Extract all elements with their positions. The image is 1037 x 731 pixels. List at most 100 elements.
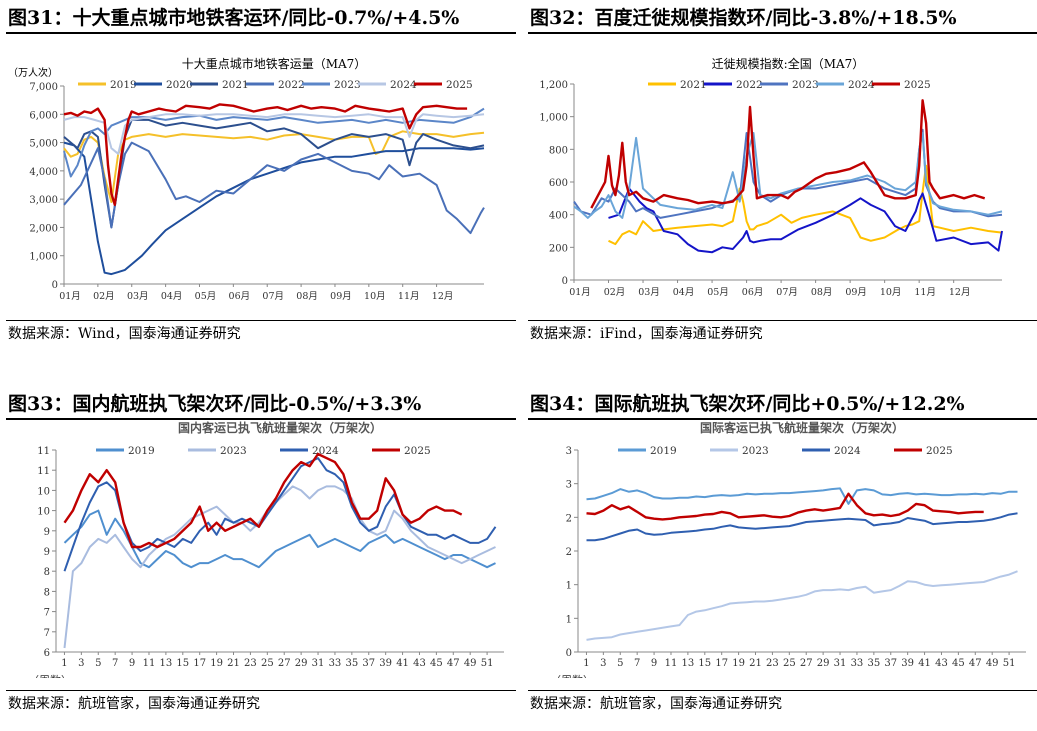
x-axis-label: （周数）	[28, 674, 72, 678]
x-tick-label: 02月	[604, 287, 626, 298]
x-tick-label: 13	[682, 658, 695, 669]
x-tick-label: 1	[583, 658, 589, 669]
y-tick-label: 400	[549, 211, 568, 222]
legend-label: 2021	[222, 79, 249, 91]
chart-metro-ridership: 十大重点城市地铁客运量（MA7） （万人次） 0 1,000 2,000 3,000 4,0…	[6, 34, 516, 312]
x-tick-label: 39	[901, 658, 914, 669]
x-tick-label: 23	[244, 658, 257, 669]
x-tick-label: 05月	[707, 287, 729, 298]
y-tick-label: 10	[37, 507, 50, 518]
x-tick-label: 7	[112, 658, 118, 669]
x-tick-label: 07月	[262, 291, 284, 302]
x-tick-label: 43	[413, 658, 426, 669]
x-tick-label: 33	[329, 658, 342, 669]
series-line-2025	[63, 452, 463, 549]
x-tick-label: 49	[464, 658, 477, 669]
panel-fig32: 图32：百度迁徙规模指数环/同比-3.8%/+18.5% 迁徙规模指数:全国（M…	[528, 4, 1037, 347]
x-tick-label: 37	[362, 658, 375, 669]
x-tick-label: 21	[749, 658, 762, 669]
x-tick-label: 12月	[432, 291, 454, 302]
series-line-2024	[586, 512, 1018, 542]
x-tick-label: 11	[143, 658, 156, 669]
x-tick-label: 10月	[364, 291, 386, 302]
x-tick-label: 03月	[127, 291, 149, 302]
x-tick-label: 47	[447, 658, 460, 669]
y-tick-label: 5,000	[29, 139, 58, 150]
data-source: 数据来源：航班管家，国泰海通证券研究	[6, 690, 516, 717]
y-tick-label: 11	[37, 446, 50, 457]
legend-label: 2025	[404, 445, 431, 457]
x-tick-label: 03月	[638, 287, 660, 298]
legend-label: 2023	[334, 79, 361, 91]
series-line-2022	[63, 141, 485, 235]
legend-label: 2024	[848, 79, 875, 91]
legend-label: 2020	[166, 79, 193, 91]
x-tick-label: 35	[867, 658, 880, 669]
series-line-2025	[590, 99, 986, 209]
y-tick-label: 3	[566, 446, 572, 457]
x-tick-label: 37	[884, 658, 897, 669]
legend-label: 2024	[390, 79, 417, 91]
figure-title: 图34：国际航班执飞架次环/同比+0.5%/+12.2%	[528, 390, 1037, 420]
y-tick-label: 7	[44, 608, 50, 619]
chart-domestic-flights: 国内客运已执飞航班量架次（万架次） 6 7 7 8 8 9 9 10 10 11 11 1 3 5 7 9 11 1…	[6, 420, 516, 678]
x-tick-label: 06月	[742, 287, 764, 298]
x-tick-label: 27	[800, 658, 813, 669]
x-tick-label: 02月	[93, 291, 115, 302]
y-tick-label: 7	[44, 628, 50, 639]
x-tick-label: 11	[665, 658, 678, 669]
x-tick-label: 11月	[914, 287, 936, 298]
panel-fig34: 图34：国际航班执飞架次环/同比+0.5%/+12.2% 国际客运已执飞航班量架…	[528, 390, 1037, 717]
y-tick-label: 200	[549, 243, 568, 254]
series-line-2019	[586, 487, 1018, 505]
x-tick-label: 29	[817, 658, 830, 669]
legend-label: 2023	[220, 445, 247, 457]
x-tick-label: 29	[295, 658, 308, 669]
y-tick-label: 1,000	[29, 252, 58, 263]
chart-title: 迁徙规模指数:全国（MA7）	[712, 56, 865, 71]
legend-label: 2023	[792, 79, 819, 91]
series-line-2025	[586, 492, 984, 521]
chart-svg: 十大重点城市地铁客运量（MA7） （万人次） 0 1,000 2,000 3,000 4,0…	[8, 56, 485, 302]
figure-title: 图32：百度迁徙规模指数环/同比-3.8%/+18.5%	[528, 4, 1037, 34]
x-tick-label: 21	[227, 658, 240, 669]
legend-label: 2022	[736, 79, 763, 91]
x-tick-label: 7	[634, 658, 640, 669]
x-tick-label: 08月	[296, 291, 318, 302]
y-tick-label: 1,200	[539, 80, 568, 91]
x-tick-label: 19	[732, 658, 745, 669]
x-tick-label: 41	[396, 658, 409, 669]
legend-label: 2024	[834, 445, 861, 457]
y-tick-label: 1,000	[539, 113, 568, 124]
x-tick-label: 04月	[161, 291, 183, 302]
data-source: 数据来源：iFind，国泰海通证券研究	[528, 320, 1037, 347]
x-tick-label: 5	[95, 658, 101, 669]
figure-title: 图31：十大重点城市地铁客运环/同比-0.7%/+4.5%	[6, 4, 516, 34]
x-tick-label: 01月	[59, 291, 81, 302]
x-tick-label: 15	[176, 658, 189, 669]
x-tick-label: 12月	[949, 287, 971, 298]
x-tick-label: 25	[261, 658, 274, 669]
x-tick-label: 51	[1003, 658, 1016, 669]
x-tick-label: 49	[986, 658, 999, 669]
series-line-2021	[608, 164, 1003, 246]
y-tick-label: 2	[566, 547, 572, 558]
x-tick-label: 11月	[398, 291, 420, 302]
legend-label: 2019	[128, 445, 155, 457]
data-source: 数据来源：Wind，国泰海通证券研究	[6, 320, 516, 347]
y-tick-label: 0	[52, 280, 58, 291]
x-tick-label: 51	[481, 658, 494, 669]
legend-label: 2021	[680, 79, 707, 91]
data-source: 数据来源：航班管家，国泰海通证券研究	[528, 690, 1037, 717]
x-tick-label: 13	[160, 658, 173, 669]
chart-svg: 迁徙规模指数:全国（MA7） 0 200 400 600 800 1,000 1,200 01月…	[539, 56, 1003, 298]
x-tick-label: 45	[430, 658, 443, 669]
series-line-2024	[63, 113, 485, 155]
series-line-2023	[63, 107, 485, 178]
y-tick-label: 1	[566, 581, 572, 592]
legend-label: 2022	[278, 79, 305, 91]
x-tick-label: 08月	[811, 287, 833, 298]
x-tick-label: 47	[969, 658, 982, 669]
series-line-2024	[573, 132, 1003, 219]
